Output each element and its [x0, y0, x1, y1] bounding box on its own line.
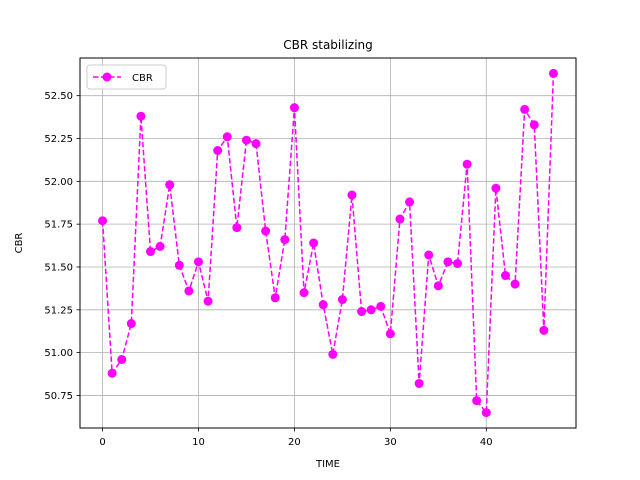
data-point: [232, 223, 242, 233]
y-axis-title: CBR: [14, 233, 25, 254]
y-tick-label: 52.25: [44, 134, 73, 145]
data-point: [165, 180, 175, 190]
x-axis-title: TIME: [315, 459, 340, 470]
data-point: [222, 132, 232, 142]
data-point: [385, 329, 395, 339]
data-point: [395, 214, 405, 224]
grid: [80, 58, 576, 428]
x-tick-label: 40: [480, 437, 493, 448]
x-tick-label: 10: [192, 437, 205, 448]
x-tick-label: 0: [99, 437, 105, 448]
data-point: [462, 159, 472, 169]
data-point: [261, 226, 271, 236]
plot-area-frame: [79, 57, 577, 429]
data-point: [539, 325, 549, 335]
data-point: [491, 183, 501, 193]
data-point: [510, 279, 520, 289]
series-cbr: [98, 68, 558, 418]
data-point: [357, 307, 367, 317]
legend: CBR: [86, 64, 167, 90]
data-point: [453, 259, 463, 269]
data-point: [289, 103, 299, 113]
data-point: [424, 250, 434, 260]
y-tick-label: 52.50: [44, 91, 73, 102]
data-point: [136, 111, 146, 121]
y-tick-label: 50.75: [44, 391, 73, 402]
x-tick-label: 20: [288, 437, 301, 448]
data-point: [414, 378, 424, 388]
data-point: [251, 139, 261, 149]
data-point: [472, 396, 482, 406]
data-point: [270, 293, 280, 303]
data-point: [405, 197, 415, 207]
y-tick-label: 51.00: [44, 348, 73, 359]
data-point: [520, 104, 530, 114]
data-point: [328, 349, 338, 359]
data-point: [117, 354, 127, 364]
chart-title: CBR stabilizing: [283, 38, 373, 52]
y-tick-label: 51.50: [44, 262, 73, 273]
data-point: [203, 296, 213, 306]
data-point: [500, 271, 510, 281]
data-point: [309, 238, 319, 248]
data-point: [529, 120, 539, 130]
data-point: [107, 368, 117, 378]
legend-box: [86, 64, 167, 90]
data-point: [280, 235, 290, 245]
data-point: [347, 190, 357, 200]
y-tick-label: 52.00: [44, 177, 73, 188]
x-tick-label: 30: [384, 437, 397, 448]
data-point: [155, 241, 165, 251]
data-point: [337, 295, 347, 305]
data-point: [299, 288, 309, 298]
data-point: [174, 260, 184, 270]
data-point: [184, 286, 194, 296]
data-point: [366, 305, 376, 315]
y-tick-label: 51.75: [44, 220, 73, 231]
axis-ticks: 0 10 20 30 40 50.75 51.00 51.25 51.50 51.75 52.00 5…: [44, 91, 492, 448]
data-point: [318, 300, 328, 310]
data-point: [443, 257, 453, 267]
y-tick-label: 51.25: [44, 305, 73, 316]
data-point: [126, 319, 136, 329]
data-point: [548, 68, 558, 78]
data-point: [481, 408, 491, 418]
legend-label-cbr: CBR: [132, 73, 153, 84]
data-point: [146, 247, 156, 257]
legend-marker-sample: [102, 72, 112, 82]
data-point: [98, 216, 108, 226]
data-point: [193, 257, 203, 267]
data-point: [376, 301, 386, 311]
data-point: [241, 135, 251, 145]
data-point: [213, 146, 223, 155]
data-point: [433, 281, 443, 291]
